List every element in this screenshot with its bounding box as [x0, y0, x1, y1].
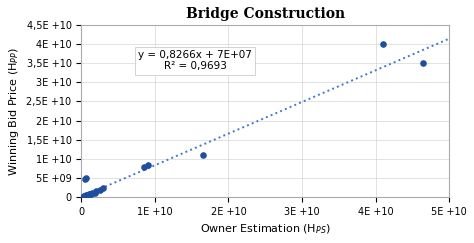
Point [86, 192, 93, 196]
Point [100, 186, 107, 190]
Point [82, 193, 90, 197]
Point [81, 177, 89, 181]
Point [83, 193, 91, 197]
Point [379, 42, 387, 46]
Point [91, 191, 99, 195]
X-axis label: Owner Estimation (H$_{PS}$): Owner Estimation (H$_{PS}$) [200, 222, 331, 236]
Point [144, 163, 151, 167]
Text: y = 0,8266x + 7E+07
R² = 0,9693: y = 0,8266x + 7E+07 R² = 0,9693 [138, 50, 252, 71]
Point [80, 194, 87, 198]
Point [86, 192, 94, 196]
Point [81, 194, 88, 198]
Title: Bridge Construction: Bridge Construction [186, 7, 345, 21]
Point [140, 165, 148, 168]
Point [199, 153, 207, 157]
Point [79, 195, 87, 199]
Point [82, 194, 90, 198]
Point [82, 176, 90, 180]
Point [84, 193, 92, 197]
Point [87, 192, 95, 196]
Point [419, 61, 427, 65]
Point [96, 188, 103, 191]
Point [85, 193, 92, 197]
Point [92, 190, 100, 193]
Point [89, 191, 96, 195]
Y-axis label: Winning Bid Price (H$_{PP}$): Winning Bid Price (H$_{PP}$) [7, 46, 21, 175]
Point [81, 194, 89, 198]
